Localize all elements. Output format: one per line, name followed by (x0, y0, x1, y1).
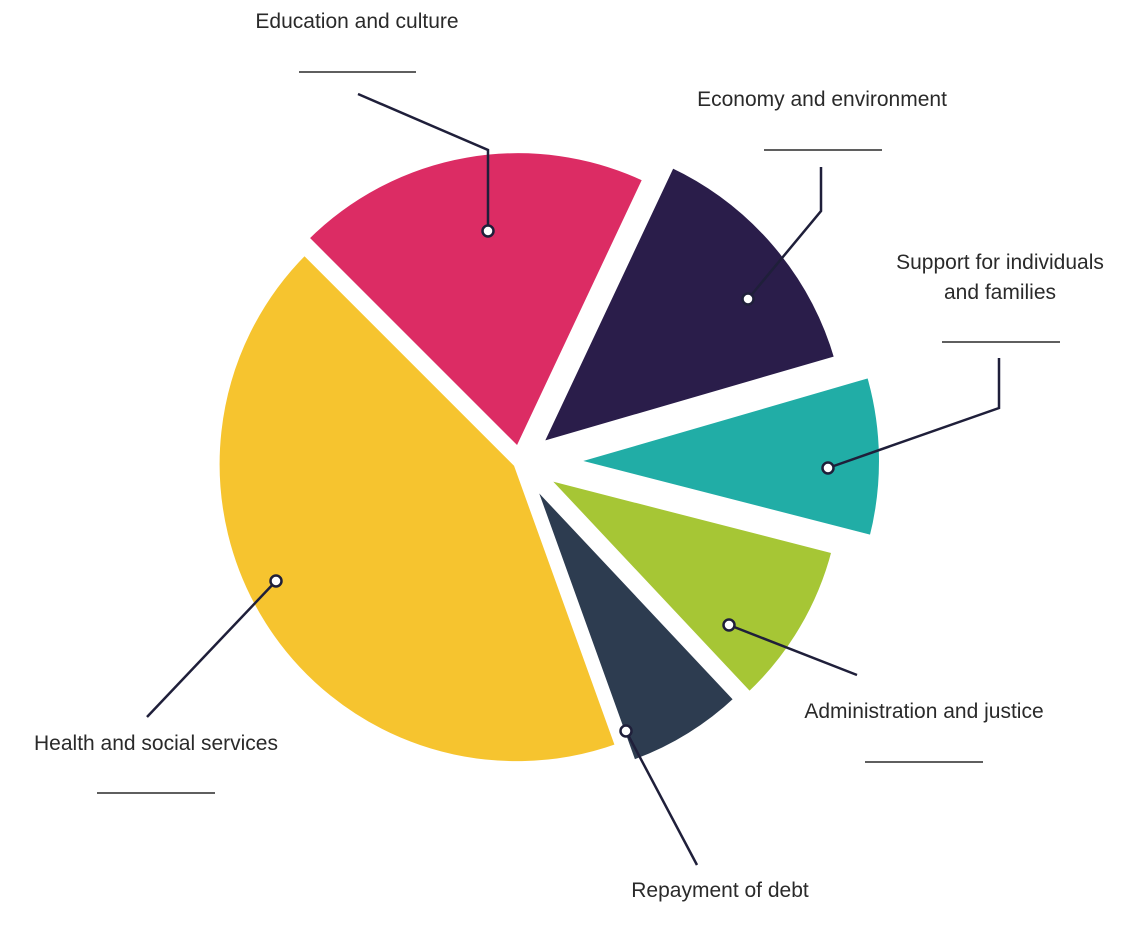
leader-line-repayment-of-debt (624, 730, 699, 866)
slice-label-administration-and-justice: Administration and justice (804, 700, 1043, 723)
pie-slice-education-and-culture (301, 147, 650, 456)
leader-line-education-and-culture (357, 92, 490, 231)
leader-line-support-for-individuals-and-families (827, 358, 1001, 470)
slice-labels: Education and culture Economy and environ… (34, 10, 1104, 902)
leader-dot-health-and-social-services (269, 574, 283, 588)
leader-line-health-and-social-services (146, 580, 277, 718)
slice-label-health-and-social-services: Health and social services (34, 732, 278, 755)
leader-line-economy-and-environment (747, 167, 823, 300)
leader-dot-repayment-of-debt (619, 724, 633, 738)
leader-dot-economy-and-environment (741, 292, 755, 306)
slice-label-support-for-individuals-and-families: Support for individuals and families (896, 251, 1104, 304)
pie-slice-economy-and-environment (534, 160, 842, 450)
pie-slice-health-and-social-services (213, 247, 623, 768)
slice-label-economy-and-environment: Economy and environment (697, 88, 947, 111)
leader-lines (146, 92, 1001, 866)
leader-dot-support-for-individuals-and-families (821, 461, 835, 475)
pie-slice-administration-and-justice (534, 470, 839, 700)
leader-line-administration-and-justice (728, 623, 858, 677)
slice-label-education-and-culture: Education and culture (255, 10, 458, 33)
slice-label-repayment-of-debt: Repayment of debt (631, 879, 809, 902)
pie-slice-repayment-of-debt (528, 478, 742, 767)
leader-dot-education-and-culture (481, 224, 495, 238)
pie-slices (213, 147, 885, 768)
leader-dot-administration-and-justice (722, 618, 736, 632)
pie-slice-support-for-individuals-and-families (560, 370, 885, 542)
